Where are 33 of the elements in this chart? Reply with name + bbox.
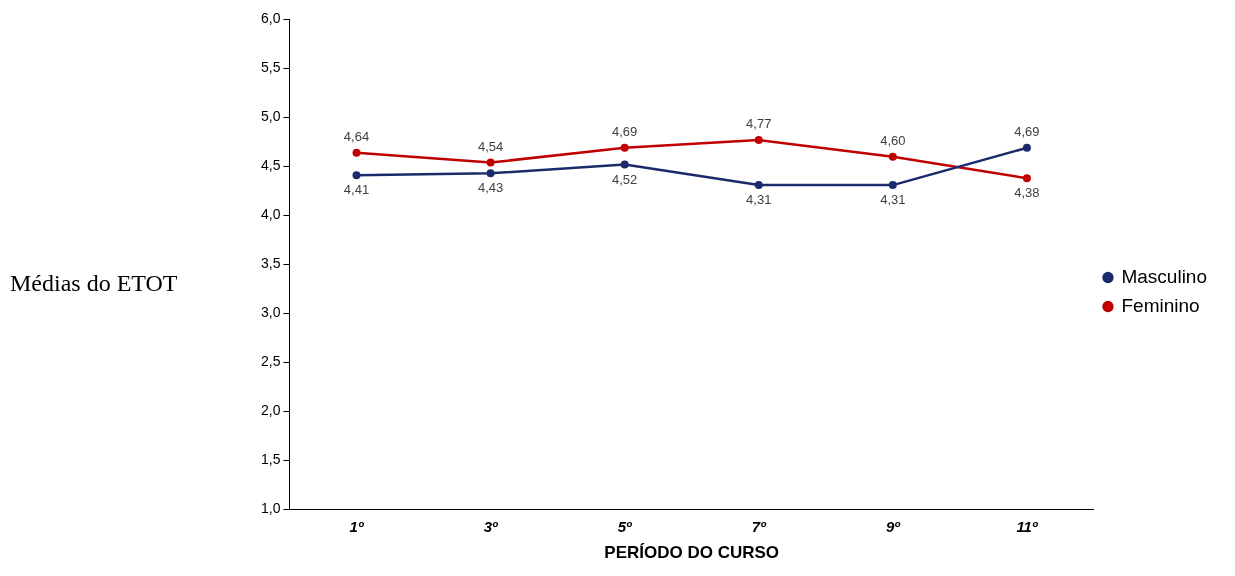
- data-label: 4,54: [477, 138, 504, 154]
- y-tick-label: 1,0: [260, 500, 281, 517]
- data-label: 4,60: [880, 132, 906, 148]
- x-tick-label: 1º: [349, 517, 365, 535]
- data-label: 4,52: [612, 171, 638, 187]
- y-tick-label: 2,0: [260, 402, 281, 419]
- x-tick-label: 9º: [885, 517, 902, 535]
- x-tick-label: 3º: [483, 517, 500, 535]
- data-label: 4,43: [477, 180, 504, 196]
- y-tick-label: 3,5: [260, 255, 281, 272]
- y-tick-label: 4,5: [260, 157, 281, 174]
- data-label: 4,31: [746, 192, 772, 208]
- y-tick-label: 4,0: [260, 206, 281, 223]
- y-tick-label: 2,5: [260, 353, 281, 370]
- data-label: 4,77: [746, 116, 772, 132]
- y-tick-label: 3,0: [260, 304, 281, 321]
- data-label: 4,64: [343, 128, 370, 144]
- x-tick-label: 7º: [751, 517, 768, 535]
- legend-label: Masculino: [1121, 265, 1208, 287]
- x-tick-label: 5º: [617, 517, 634, 535]
- data-label: 4,69: [1014, 123, 1040, 139]
- data-label: 4,69: [612, 123, 638, 139]
- data-label: 4,31: [880, 192, 906, 208]
- legend-label: Feminino: [1121, 294, 1200, 316]
- y-tick-label: 6,0: [260, 10, 281, 27]
- x-axis-title: PERÍODO DO CURSO: [604, 543, 780, 563]
- y-tick-label: 5,5: [260, 59, 281, 76]
- y-axis-title: Médias do ETOT: [10, 270, 178, 297]
- y-tick-label: 1,5: [260, 451, 281, 468]
- x-tick-label: 11º: [1016, 517, 1039, 535]
- data-label: 4,38: [1014, 185, 1040, 201]
- y-tick-label: 5,0: [260, 108, 281, 125]
- data-label: 4,41: [343, 182, 370, 198]
